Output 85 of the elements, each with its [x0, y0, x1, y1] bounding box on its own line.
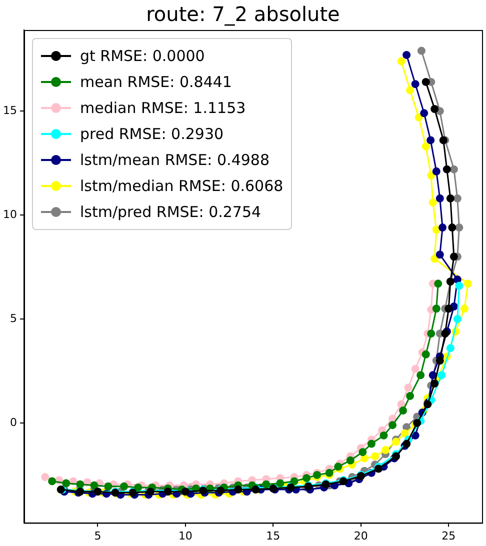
legend-label: median RMSE: 1.1153 — [80, 99, 246, 117]
chart-title: route: 7_2 absolute — [145, 2, 341, 26]
point — [432, 304, 440, 313]
point — [262, 480, 270, 488]
point — [388, 421, 397, 430]
point — [422, 350, 430, 358]
point — [406, 86, 414, 94]
x-tick-label: 10 — [178, 529, 192, 542]
legend-label: pred RMSE: 0.2930 — [80, 125, 224, 143]
point — [436, 250, 444, 259]
point — [411, 364, 420, 373]
point — [62, 479, 70, 488]
point — [358, 448, 367, 456]
y-tick-label: 10 — [2, 208, 17, 221]
point — [411, 80, 420, 88]
point — [416, 371, 425, 380]
point — [367, 440, 376, 448]
point — [411, 431, 420, 440]
point — [430, 254, 439, 263]
point — [76, 480, 84, 488]
point — [426, 136, 435, 144]
point — [420, 109, 428, 118]
legend-label: mean RMSE: 0.8441 — [80, 73, 232, 91]
point — [460, 304, 468, 313]
point — [370, 452, 379, 460]
y-tick-label: 0 — [10, 416, 17, 429]
point — [422, 78, 430, 86]
point — [450, 165, 458, 174]
point — [399, 406, 408, 415]
point — [402, 50, 411, 59]
point — [290, 477, 298, 486]
point — [453, 315, 462, 324]
point — [448, 224, 456, 232]
point — [441, 330, 450, 338]
point — [380, 431, 388, 440]
point — [453, 194, 462, 202]
point — [400, 429, 409, 438]
point — [464, 280, 472, 288]
point — [446, 344, 454, 352]
point — [41, 473, 50, 482]
point — [455, 224, 464, 232]
point — [438, 371, 446, 380]
point — [422, 142, 430, 150]
point — [90, 481, 98, 490]
point — [346, 456, 354, 464]
point — [397, 57, 406, 66]
legend-label: lstm/mean RMSE: 0.4988 — [80, 151, 270, 169]
point — [442, 165, 451, 174]
point — [436, 356, 444, 365]
legend-label: gt RMSE: 0.0000 — [80, 47, 205, 65]
point — [430, 379, 439, 388]
point — [120, 482, 128, 490]
y-tick-label: 15 — [2, 104, 17, 117]
point — [432, 167, 440, 176]
x-tick-label: 5 — [94, 529, 102, 542]
point — [427, 172, 436, 180]
point — [276, 479, 284, 488]
point — [434, 280, 442, 288]
point — [134, 483, 142, 492]
point — [444, 304, 453, 313]
x-tick-label: 25 — [442, 529, 456, 542]
point — [413, 418, 422, 427]
legend-label: lstm/pred RMSE: 0.2754 — [80, 203, 262, 221]
point — [252, 486, 260, 494]
point — [302, 474, 311, 482]
point — [450, 252, 458, 261]
x-tick-label: 15 — [266, 529, 280, 542]
point — [446, 194, 454, 202]
point — [428, 198, 437, 207]
y-tick-label: 5 — [10, 312, 17, 325]
legend-label: lstm/median RMSE: 0.6068 — [80, 177, 284, 195]
point — [427, 330, 436, 338]
point — [455, 282, 464, 290]
point — [406, 392, 414, 400]
point — [48, 477, 56, 486]
point — [417, 46, 426, 55]
point — [436, 194, 444, 202]
x-tick-label: 20 — [354, 529, 368, 542]
point — [404, 384, 412, 392]
point — [438, 224, 447, 232]
point — [360, 454, 368, 462]
point — [414, 113, 423, 122]
point — [104, 482, 112, 490]
point — [381, 446, 390, 454]
point — [430, 105, 439, 114]
